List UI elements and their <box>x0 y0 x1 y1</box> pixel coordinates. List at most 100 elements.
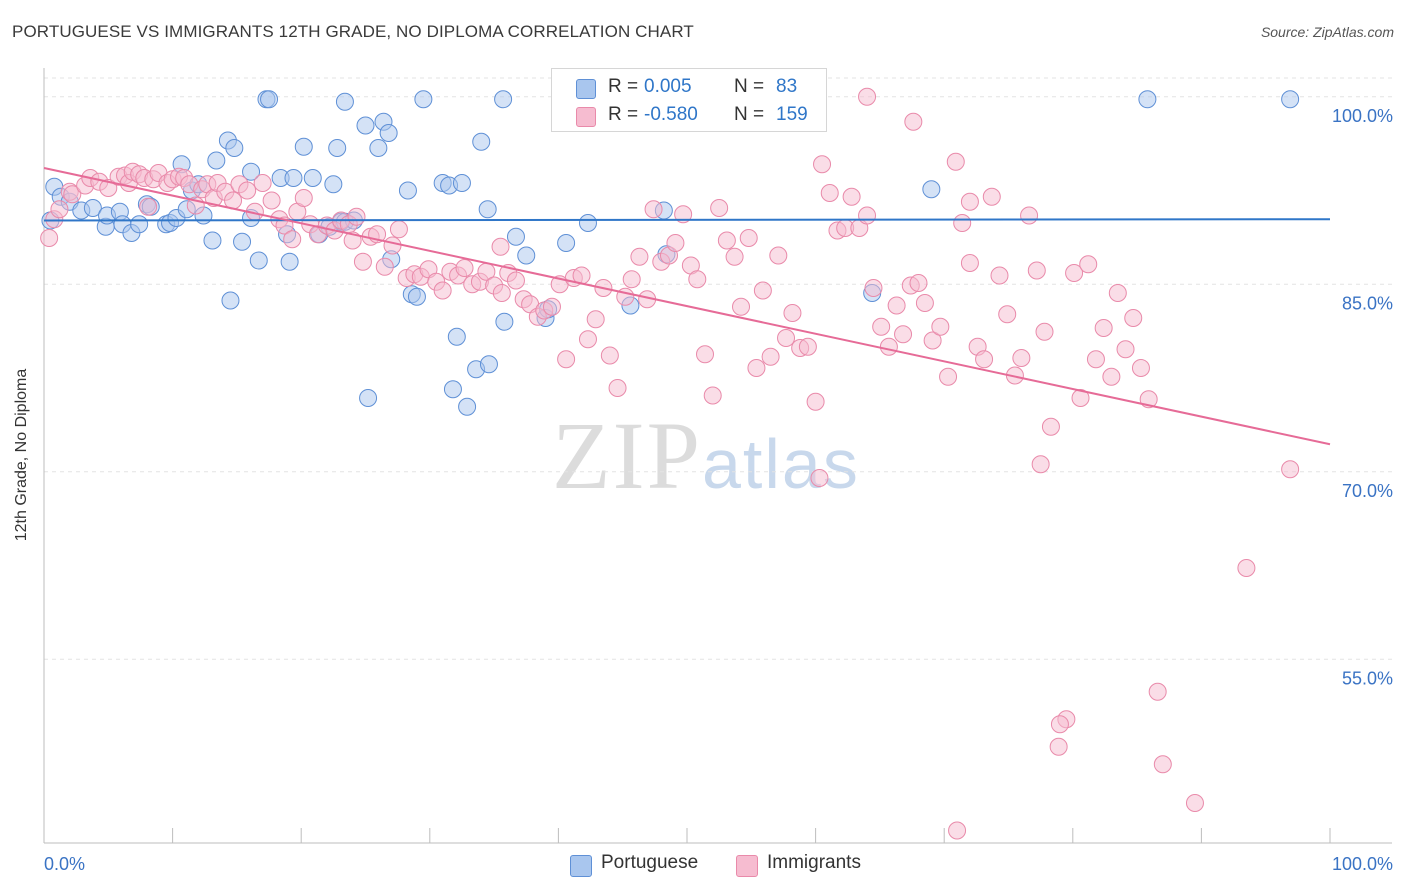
immigrants-point <box>1116 340 1135 359</box>
tick-labels: 55.0% 70.0% 85.0% 100.0% 0.0% 100.0% <box>44 106 1393 874</box>
immigrants-point <box>630 247 649 266</box>
immigrants-point <box>732 297 751 316</box>
immigrants-point <box>343 231 362 250</box>
immigrants-point <box>353 252 372 271</box>
immigrants-point <box>389 220 408 239</box>
immigrants-point <box>975 350 994 369</box>
immigrants-point <box>50 200 69 219</box>
y-tick-label: 100.0% <box>1332 106 1393 126</box>
immigrants-point <box>1148 682 1167 701</box>
immigrants-point <box>99 179 118 197</box>
portuguese-point <box>494 90 513 109</box>
immigrants-point <box>433 281 452 300</box>
portuguese-point <box>280 252 299 271</box>
immigrants-point <box>347 207 366 226</box>
watermark: ZIPatlas <box>552 400 860 511</box>
portuguese-point <box>356 116 375 135</box>
immigrants-point <box>909 274 928 292</box>
immigrants-point <box>622 270 641 289</box>
x-tick-label-min: 0.0% <box>44 854 85 874</box>
y-tick-label: 55.0% <box>1342 668 1393 688</box>
immigrants-point <box>858 87 877 106</box>
immigrants-point <box>557 350 576 369</box>
immigrants-point <box>1071 389 1090 407</box>
portuguese-point <box>447 327 466 346</box>
portuguese-r-label: R = <box>608 76 639 97</box>
portuguese-point <box>495 312 514 331</box>
immigrants-point <box>982 187 1001 206</box>
immigrants-point <box>948 821 967 840</box>
immigrants-point <box>904 112 923 131</box>
portuguese-point <box>369 139 388 157</box>
immigrants-point <box>703 386 722 405</box>
immigrants-point <box>894 325 913 344</box>
immigrants-point <box>842 187 861 206</box>
y-tick-label: 85.0% <box>1342 293 1393 313</box>
immigrants-point <box>586 310 605 329</box>
portuguese-point <box>335 92 354 111</box>
portuguese-point <box>398 181 417 200</box>
immigrants-point <box>879 337 898 356</box>
immigrants-point <box>1049 737 1068 756</box>
immigrants-point <box>753 281 772 300</box>
immigrants-point <box>1020 206 1039 225</box>
immigrants-point <box>253 174 272 192</box>
portuguese-point <box>242 162 261 181</box>
immigrants-point <box>939 367 958 386</box>
immigrants-point <box>238 181 257 200</box>
immigrants-point <box>262 191 281 210</box>
immigrants-point <box>1102 367 1121 386</box>
immigrants-point <box>383 236 402 255</box>
immigrants-point <box>798 337 817 356</box>
bottom-immigrants-swatch <box>736 855 758 877</box>
axes <box>43 68 1392 844</box>
portuguese-point <box>506 227 525 246</box>
immigrants-point <box>777 329 796 347</box>
immigrants-points <box>40 87 1300 840</box>
immigrants-r-label: R = <box>608 104 639 125</box>
immigrants-point <box>887 296 906 315</box>
portuguese-point <box>303 169 322 187</box>
immigrants-point <box>813 155 832 174</box>
immigrants-point <box>578 330 597 349</box>
stats-legend: R = 0.005 N = 83 R = -0.580 N = 159 <box>551 68 827 132</box>
y-axis-label: 12th Grade, No Diploma <box>13 368 30 542</box>
bottom-immigrants-label: Immigrants <box>767 852 861 873</box>
immigrants-point <box>725 247 744 266</box>
immigrants-point <box>40 229 59 247</box>
immigrants-point <box>858 206 877 225</box>
watermark-atlas: atlas <box>702 425 860 503</box>
immigrants-point <box>506 271 525 290</box>
portuguese-point <box>203 231 222 250</box>
portuguese-point <box>83 199 102 217</box>
immigrants-point <box>375 257 394 276</box>
immigrants-point <box>492 284 511 302</box>
immigrants-point <box>688 270 707 289</box>
immigrants-point <box>666 234 685 252</box>
immigrants-point <box>1012 349 1031 367</box>
immigrants-point <box>820 184 839 202</box>
portuguese-point <box>1281 90 1300 109</box>
immigrants-point <box>769 246 788 265</box>
immigrants-point <box>923 331 942 350</box>
immigrants-point <box>644 200 663 219</box>
portuguese-point <box>130 215 149 234</box>
immigrants-trend-line <box>43 167 1331 446</box>
immigrants-point <box>739 229 758 247</box>
portuguese-point <box>922 180 941 199</box>
chart-title: PORTUGUESE VS IMMIGRANTS 12TH GRADE, NO … <box>12 22 694 41</box>
immigrants-n-label: N = <box>734 104 765 125</box>
portuguese-n-label: N = <box>734 76 765 97</box>
immigrants-point <box>1041 417 1060 436</box>
immigrants-point <box>674 205 693 224</box>
immigrants-point <box>455 259 474 277</box>
legend-row-portuguese: R = 0.005 N = 83 <box>552 72 826 102</box>
portuguese-point <box>249 251 268 270</box>
immigrants-point <box>1094 319 1113 337</box>
immigrants-point <box>806 392 825 411</box>
immigrants-point <box>810 469 829 487</box>
immigrants-point <box>1124 309 1143 327</box>
portuguese-swatch <box>576 79 596 99</box>
portuguese-point <box>1138 90 1157 109</box>
